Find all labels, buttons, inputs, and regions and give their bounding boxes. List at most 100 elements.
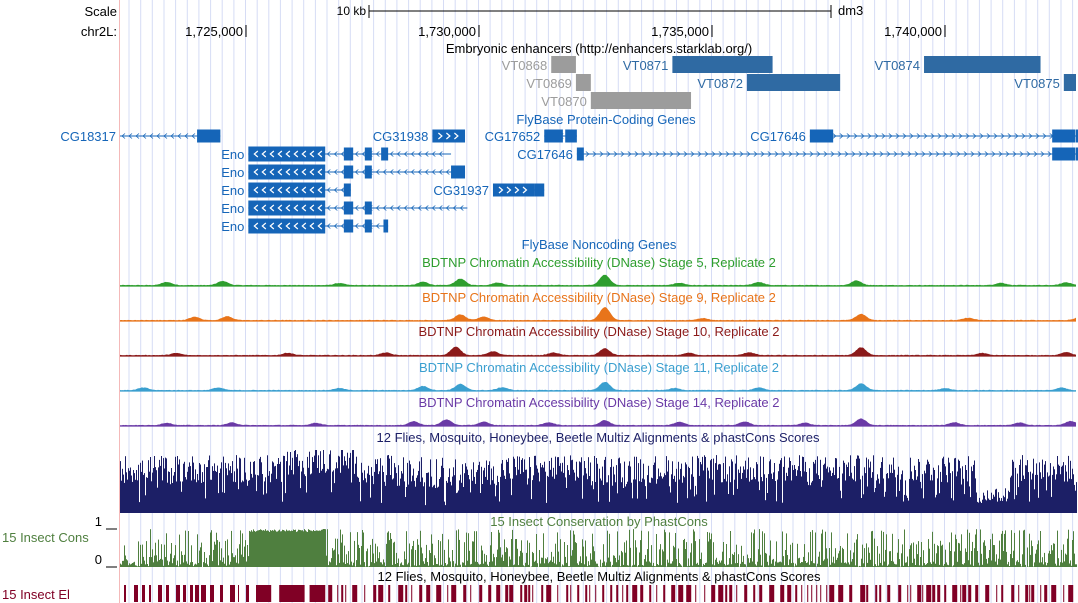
enhancer-label[interactable]: VT0875: [1014, 76, 1060, 91]
phastcons-bar: [985, 545, 986, 567]
phastcons-bar: [152, 549, 153, 567]
phastcons-bar: [576, 543, 577, 567]
enhancer-block[interactable]: [551, 56, 576, 73]
multiz-bar: [890, 472, 891, 513]
gene-model[interactable]: Eno: [221, 164, 466, 181]
enhancer-label[interactable]: VT0874: [874, 58, 920, 73]
phastcons-bar: [458, 529, 459, 567]
noncoding-genes-track-title[interactable]: FlyBase Noncoding Genes: [522, 237, 677, 252]
phastcons-bar: [934, 543, 935, 567]
enhancer-block[interactable]: [672, 56, 773, 73]
gene-model[interactable]: CG17646: [517, 147, 1078, 162]
multiz-bar: [551, 457, 552, 513]
protein-coding-genes-track[interactable]: FlyBase Protein-Coding Genes CG18317 CG31…: [60, 112, 1078, 234]
strand-arrow: [285, 222, 291, 230]
gene-label[interactable]: CG31937: [433, 183, 489, 198]
conserved-element: [570, 585, 572, 602]
enhancers-track[interactable]: Embryonic enhancers (http://enhancers.st…: [446, 41, 1076, 109]
gene-model[interactable]: Eno: [221, 218, 389, 235]
conserved-element: [671, 585, 676, 602]
enhancer-label[interactable]: VT0871: [623, 58, 669, 73]
gene-label[interactable]: Eno: [221, 219, 244, 234]
phastcons-bar: [979, 565, 980, 567]
multiz-bar: [826, 468, 827, 513]
strand-arrow: [424, 169, 429, 175]
phastcons-bar: [243, 556, 244, 567]
dnase-track[interactable]: BDTNP Chromatin Accessibility (DNase) St…: [120, 255, 1076, 287]
gene-label[interactable]: Eno: [221, 147, 244, 162]
phastcons-bar: [714, 565, 715, 567]
gene-model[interactable]: CG17646: [750, 129, 1078, 144]
enhancer-label[interactable]: VT0868: [502, 58, 548, 73]
multiz-bar: [1041, 478, 1042, 513]
multiz-bar: [908, 500, 909, 513]
ruler-track[interactable]: Scale 10 kb dm3 chr2L: 1,725,000 1,730,00…: [81, 3, 946, 39]
gene-model[interactable]: CG18317: [60, 129, 221, 144]
dnase-track[interactable]: BDTNP Chromatin Accessibility (DNase) St…: [120, 290, 1076, 322]
multiz-bar: [688, 466, 689, 513]
multiz-bar: [672, 461, 673, 513]
enhancer-block[interactable]: [924, 56, 1041, 73]
enhancer-label[interactable]: VT0870: [541, 94, 587, 109]
gene-model[interactable]: Eno: [221, 182, 351, 199]
multiz-bar: [135, 479, 136, 513]
phastcons-bar: [775, 561, 776, 567]
multiz-bar: [1066, 471, 1067, 513]
conserved-element: [190, 585, 193, 602]
multiz-bar: [475, 483, 476, 513]
enhancer-label[interactable]: VT0869: [526, 76, 572, 91]
gene-items[interactable]: CG18317 CG31938 CG17652 CG17646 Eno CG17646 En…: [60, 129, 1078, 234]
gene-model[interactable]: CG31938: [373, 129, 466, 144]
phastcons-bar: [1023, 530, 1024, 567]
multiz-bar: [298, 466, 299, 513]
multiz-track[interactable]: 12 Flies, Mosquito, Honeybee, Beetle Mul…: [120, 430, 1077, 513]
gene-model[interactable]: CG31937: [433, 183, 545, 198]
gene-model[interactable]: Eno: [221, 200, 468, 217]
conserved-elements-track[interactable]: 12 Flies, Mosquito, Honeybee, Beetle Mul…: [2, 569, 1074, 602]
multiz-bar: [275, 465, 276, 513]
strand-arrow: [340, 187, 345, 193]
gene-label[interactable]: CG31938: [373, 129, 429, 144]
multiz-bar: [436, 459, 437, 513]
multiz-bar: [226, 468, 227, 513]
strand-arrow: [326, 223, 331, 229]
multiz-bar: [942, 458, 943, 513]
phastcons-bar: [374, 563, 375, 567]
phastcons-bar: [481, 545, 482, 567]
phastcons-bar: [582, 539, 583, 567]
gene-label[interactable]: Eno: [221, 201, 244, 216]
gene-label[interactable]: Eno: [221, 183, 244, 198]
phastcons-track[interactable]: 15 Insect Conservation by PhastCons 15 I…: [2, 514, 1077, 568]
enhancer-block[interactable]: [575, 74, 591, 91]
multiz-bar: [299, 460, 300, 513]
phastcons-bar: [562, 564, 563, 567]
enhancer-label[interactable]: VT0872: [697, 76, 743, 91]
enhancer-block[interactable]: [590, 92, 692, 109]
dnase-track[interactable]: BDTNP Chromatin Accessibility (DNase) St…: [120, 360, 1076, 392]
phastcons-bar: [956, 539, 957, 567]
gene-label[interactable]: Eno: [221, 165, 244, 180]
phastcons-side-label[interactable]: 15 Insect Cons: [2, 530, 89, 545]
multiz-bar: [1002, 501, 1003, 513]
gene-model[interactable]: Eno: [221, 146, 452, 163]
multiz-bar: [944, 464, 945, 513]
elements-side-label[interactable]: 15 Insect El: [2, 587, 70, 602]
enhancer-items[interactable]: VT0868 VT0871 VT0874 VT0869 VT0872 VT0875 VT08…: [502, 56, 1076, 109]
enhancer-block[interactable]: [746, 74, 841, 91]
phastcons-bar: [210, 532, 211, 567]
gene-label[interactable]: CG17646: [750, 129, 806, 144]
multiz-bar: [813, 461, 814, 513]
dnase-track[interactable]: BDTNP Chromatin Accessibility (DNase) St…: [120, 324, 1076, 357]
gene-model[interactable]: CG17652: [485, 129, 577, 144]
dnase-tracks[interactable]: BDTNP Chromatin Accessibility (DNase) St…: [120, 255, 1076, 427]
enhancer-block[interactable]: [1063, 74, 1076, 91]
gene-label[interactable]: CG17652: [485, 129, 541, 144]
dnase-track[interactable]: BDTNP Chromatin Accessibility (DNase) St…: [120, 395, 1076, 427]
gene-label[interactable]: CG17646: [517, 147, 573, 162]
multiz-bar: [142, 460, 143, 513]
gene-label[interactable]: CG18317: [60, 129, 116, 144]
phastcons-bar: [370, 544, 371, 567]
multiz-bar: [686, 464, 687, 513]
multiz-bar: [700, 462, 701, 513]
